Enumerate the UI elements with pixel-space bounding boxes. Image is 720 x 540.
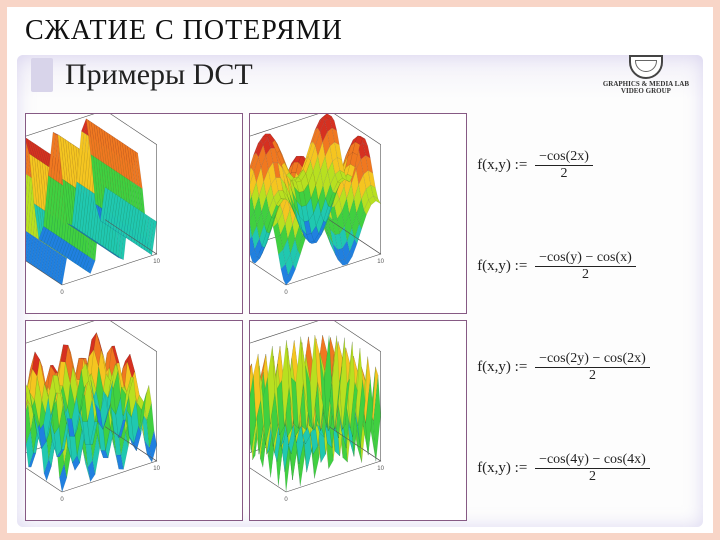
- lab-emblem-icon: [629, 55, 663, 79]
- surface-plot-2: -1-0.500.51010: [250, 114, 466, 313]
- formula-2: f(x,y) := −cos(y) − cos(x)2: [477, 250, 689, 283]
- formula-4: f(x,y) := −cos(4y) − cos(4x)2: [477, 452, 689, 485]
- slide-title: Примеры DCT: [65, 58, 603, 92]
- slide-frame: СЖАТИЕ С ПОТЕРЯМИ Примеры DCT GRAPHICS &…: [0, 0, 720, 540]
- formula-3: f(x,y) := −cos(2y) − cos(2x)2: [477, 351, 689, 384]
- surface-plot-4: -0.500.5010: [250, 321, 466, 520]
- formula-column: f(x,y) := −cos(2x)2 f(x,y) := −cos(y) − …: [467, 113, 695, 521]
- slide-header: Примеры DCT GRAPHICS & MEDIA LAB VIDEO G…: [17, 55, 703, 99]
- formula-1: f(x,y) := −cos(2x)2: [477, 149, 689, 182]
- plot-top-left: -0.4-0.200.20.4010: [25, 113, 243, 314]
- page-title: СЖАТИЕ С ПОТЕРЯМИ: [7, 7, 713, 51]
- slide-logo-box: [31, 58, 53, 92]
- svg-text:10: 10: [153, 259, 160, 265]
- svg-text:10: 10: [377, 466, 384, 472]
- svg-text:0: 0: [284, 290, 288, 296]
- plot-grid: -0.4-0.200.20.4010 -1-0.500.51010 -1-0.5…: [25, 113, 467, 521]
- svg-text:0: 0: [60, 497, 64, 503]
- svg-text:10: 10: [377, 259, 384, 265]
- lab-line2: VIDEO GROUP: [621, 88, 671, 95]
- content-area: -0.4-0.200.20.4010 -1-0.500.51010 -1-0.5…: [25, 113, 695, 521]
- plot-top-right: -1-0.500.51010: [249, 113, 467, 314]
- plot-bot-left: -1-0.500.51010: [25, 320, 243, 521]
- svg-text:10: 10: [153, 466, 160, 472]
- svg-text:0: 0: [284, 497, 288, 503]
- lab-badge: GRAPHICS & MEDIA LAB VIDEO GROUP: [603, 55, 689, 95]
- surface-plot-3: -1-0.500.51010: [26, 321, 242, 520]
- plot-bot-right: -0.500.5010: [249, 320, 467, 521]
- svg-text:0: 0: [60, 290, 64, 296]
- inner-slide: Примеры DCT GRAPHICS & MEDIA LAB VIDEO G…: [17, 55, 703, 527]
- surface-plot-1: -0.4-0.200.20.4010: [26, 114, 242, 313]
